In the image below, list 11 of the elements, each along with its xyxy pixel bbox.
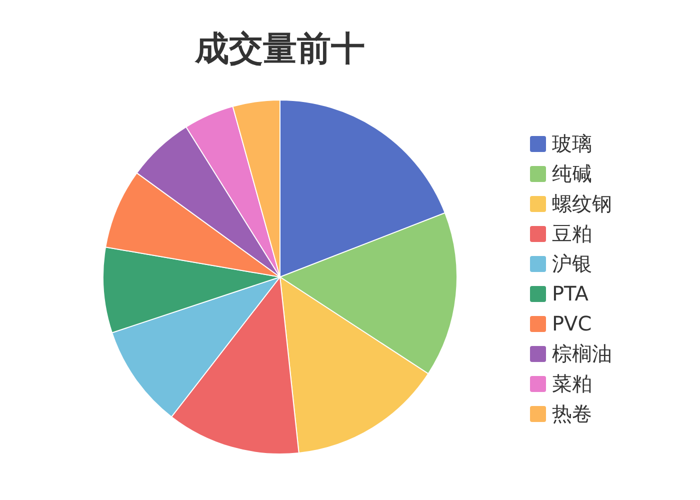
legend-label: 螺纹钢	[552, 191, 612, 216]
legend-label: 棕榈油	[552, 341, 612, 366]
legend-label: 菜粕	[552, 371, 592, 396]
chart-title: 成交量前十	[194, 29, 365, 69]
legend-label: PTA	[552, 281, 589, 306]
legend-label: 纯碱	[552, 161, 592, 186]
legend-label: 沪银	[552, 251, 592, 276]
legend-label: PVC	[552, 311, 592, 336]
legend-label: 热卷	[552, 401, 592, 426]
legend-label: 玻璃	[552, 131, 592, 156]
legend-label: 豆粕	[552, 221, 592, 246]
